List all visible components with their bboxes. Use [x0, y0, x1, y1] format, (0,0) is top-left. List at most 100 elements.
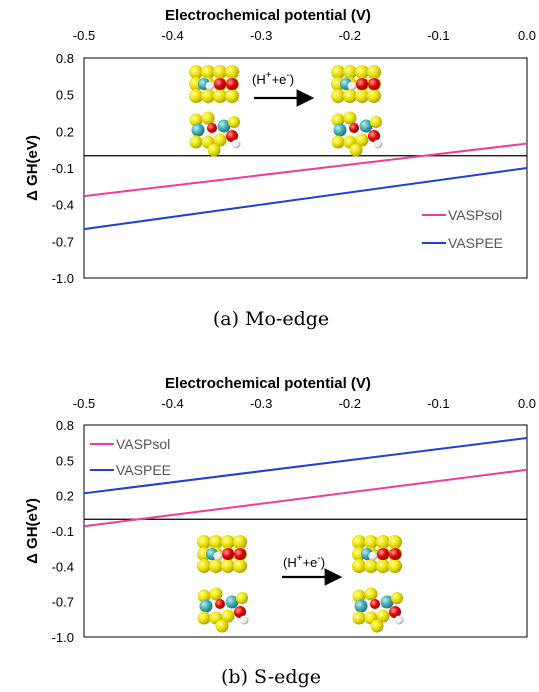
- sulfur-atom: [343, 111, 357, 125]
- sulfur-atom: [364, 587, 378, 601]
- sulfur-atom: [355, 133, 369, 147]
- sulfur-atom: [331, 135, 345, 149]
- y-tick-label: -1.0: [52, 630, 74, 645]
- x-tick-label: -0.3: [250, 28, 272, 43]
- sulfur-atom: [352, 535, 366, 549]
- molecule-final-top: [352, 535, 402, 573]
- oxygen-atom: [234, 548, 246, 560]
- x-axis-title: Electrochemical potential (V): [165, 375, 371, 392]
- legend: VASPsol VASPEE: [422, 207, 503, 251]
- panel-mo-edge: Electrochemical potential (V) -0.5 -0.4 -0…: [24, 7, 536, 330]
- sulfur-atom: [207, 143, 221, 157]
- y-axis-title: Δ GH(eV): [24, 135, 41, 201]
- series-line-vaspsol: [83, 142, 528, 198]
- x-tick-label: -0.1: [427, 28, 449, 43]
- hydrogen-atom: [368, 551, 378, 561]
- legend-label-vaspee: VASPEE: [448, 235, 503, 251]
- oxygen-atom: [370, 599, 380, 609]
- legend-label-vaspsol: VASPsol: [116, 436, 170, 452]
- y-tick-label: 0.8: [56, 51, 74, 66]
- hydrogen-atom: [231, 139, 241, 149]
- molybdenum-atom: [191, 123, 205, 137]
- x-tick-label: -0.5: [73, 396, 95, 411]
- y-tick-label: -0.7: [52, 234, 74, 249]
- sulfur-atom: [376, 609, 390, 623]
- hydrogen-atom: [205, 81, 215, 91]
- series-lines: [83, 436, 528, 528]
- x-tick-label: -0.4: [161, 28, 183, 43]
- y-tick-label: -0.4: [52, 198, 74, 213]
- x-axis-title: Electrochemical potential (V): [165, 7, 371, 24]
- series-line-vaspee: [83, 167, 528, 231]
- hydrogen-atom: [347, 81, 357, 91]
- y-tick-label: -0.1: [52, 161, 74, 176]
- y-tick-label: 0.8: [56, 418, 74, 433]
- sulfur-atom: [189, 113, 203, 127]
- x-tick-label: -0.5: [73, 28, 95, 43]
- oxygen-atom: [222, 548, 234, 560]
- sulfur-atom: [376, 535, 390, 549]
- sulfur-atom: [225, 65, 239, 79]
- reaction-label: (H++e-): [252, 70, 294, 87]
- sulfur-atom: [213, 133, 227, 147]
- molybdenum-atom: [333, 123, 347, 137]
- hydrogen-atom: [239, 615, 249, 625]
- y-tick-labels: 0.8 0.5 0.2 -0.1 -0.4 -0.7 -1.0: [52, 418, 74, 645]
- molybdenum-atom: [380, 595, 394, 609]
- oxygen-atom: [214, 78, 226, 90]
- reaction-label: (H++e-): [283, 553, 325, 570]
- sulfur-atom: [367, 65, 381, 79]
- plot-area: [83, 424, 528, 638]
- sulfur-atom: [221, 609, 235, 623]
- x-tick-label: -0.1: [427, 396, 449, 411]
- oxygen-atom: [368, 130, 380, 142]
- sulfur-atom: [201, 65, 215, 79]
- y-tick-label: -0.4: [52, 559, 74, 574]
- molybdenum-atom: [225, 595, 239, 609]
- y-tick-label: 0.5: [56, 88, 74, 103]
- sulfur-atom: [209, 559, 223, 573]
- oxygen-atom: [226, 78, 238, 90]
- y-tick-label: -0.7: [52, 595, 74, 610]
- sulfur-atom: [201, 89, 215, 103]
- y-tick-label: -0.1: [52, 524, 74, 539]
- oxygen-atom: [356, 78, 368, 90]
- sulfur-atom: [189, 89, 203, 103]
- sulfur-atom: [352, 589, 366, 603]
- hydrogen-atom: [213, 551, 223, 561]
- legend-label-vaspsol: VASPsol: [448, 207, 502, 223]
- sulfur-atom: [189, 135, 203, 149]
- x-tick-label: -0.2: [339, 28, 361, 43]
- sulfur-atom: [370, 619, 384, 633]
- sulfur-atom: [233, 535, 247, 549]
- sulfur-atom: [209, 535, 223, 549]
- sulfur-atom: [233, 559, 247, 573]
- sulfur-atom: [349, 143, 363, 157]
- molybdenum-atom: [199, 599, 213, 613]
- legend-label-vaspee: VASPEE: [116, 462, 171, 478]
- oxygen-atom: [389, 606, 401, 618]
- series-line-vaspsol: [83, 468, 528, 528]
- molecule-initial-top: [189, 65, 239, 103]
- series-line-vaspee: [83, 436, 528, 495]
- sulfur-atom: [352, 559, 366, 573]
- x-tick-label: -0.2: [339, 396, 361, 411]
- sulfur-atom: [364, 535, 378, 549]
- sulfur-atom: [388, 559, 402, 573]
- legend: VASPsol VASPEE: [90, 436, 171, 478]
- oxygen-atom: [234, 606, 246, 618]
- y-tick-label: 0.2: [56, 124, 74, 139]
- oxygen-atom: [207, 123, 217, 133]
- sulfur-atom: [388, 535, 402, 549]
- panel-s-edge: Electrochemical potential (V) -0.5 -0.4 -0…: [24, 375, 536, 688]
- x-tick-label: -0.4: [161, 396, 183, 411]
- sulfur-atom: [367, 89, 381, 103]
- y-tick-label: 0.2: [56, 489, 74, 504]
- sulfur-atom: [213, 65, 227, 79]
- sulfur-atom: [364, 559, 378, 573]
- x-tick-label: 0.0: [518, 28, 536, 43]
- molecule-initial-bottom: [189, 111, 241, 157]
- sulfur-atom: [331, 113, 345, 127]
- sulfur-atom: [225, 89, 239, 103]
